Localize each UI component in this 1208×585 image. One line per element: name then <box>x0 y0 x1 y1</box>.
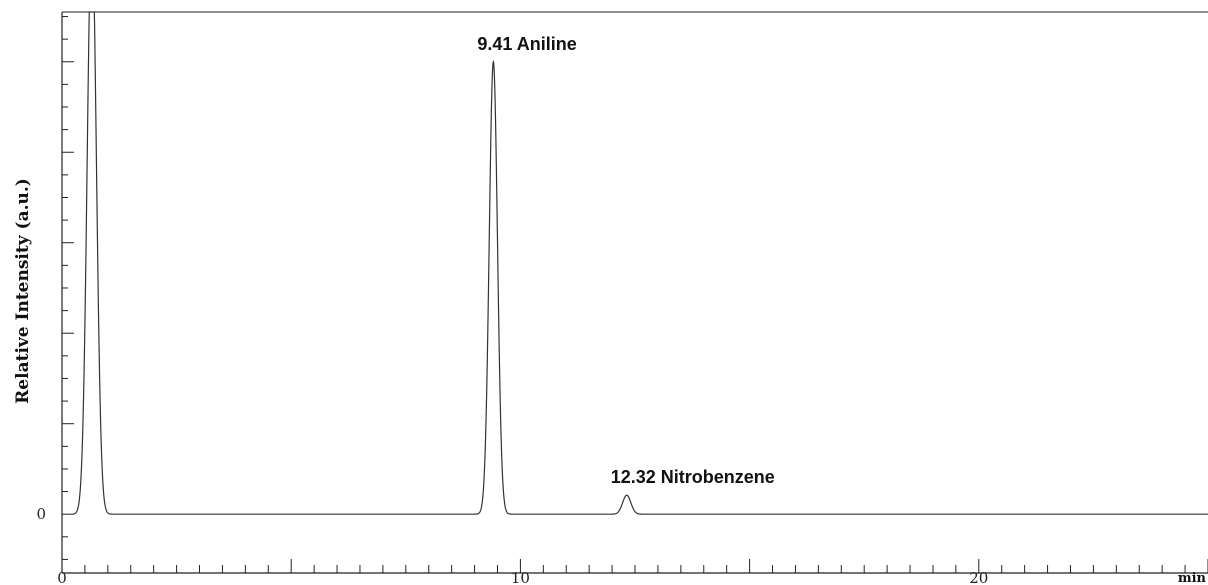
x-minor-ticks <box>61 559 1208 573</box>
x-axis-unit-label: min <box>1178 571 1207 585</box>
x-tick-label: 10 <box>511 569 530 585</box>
x-tick-label: 0 <box>57 569 67 585</box>
y-minor-ticks <box>62 16 74 560</box>
axes: 0 10 20 0 <box>36 11 1208 585</box>
y-axis-title: Relative Intensity (a.u.) <box>13 178 33 404</box>
y-tick-label: 0 <box>36 505 46 523</box>
peak-label: 12.32 Nitrobenzene <box>611 467 775 487</box>
x-tick-labels: 0 10 20 <box>57 569 988 585</box>
peak-label: 9.41 Aniline <box>477 34 576 54</box>
x-tick-label: 20 <box>969 569 988 585</box>
y-tick-labels: 0 <box>36 505 46 523</box>
chromatogram-trace <box>73 11 1208 515</box>
peak-annotations: 9.41 Aniline 12.32 Nitrobenzene <box>477 34 774 487</box>
